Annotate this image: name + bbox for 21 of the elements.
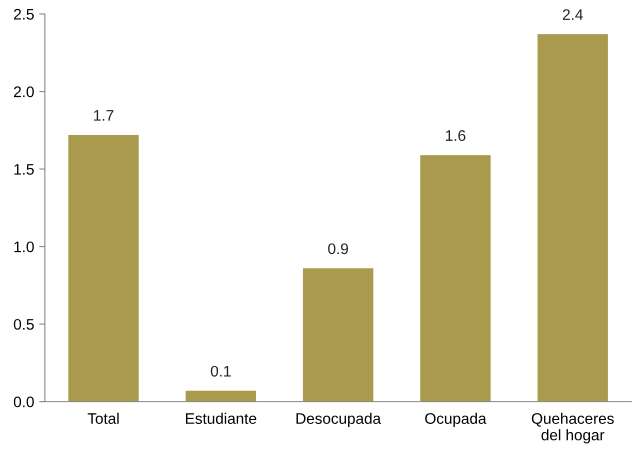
bar: [538, 34, 608, 402]
y-tick-label: 2.0: [14, 86, 34, 98]
x-tick-label: Ocupada: [425, 412, 486, 427]
x-tick-label: Quehaceres del hogar: [532, 412, 614, 444]
x-tick-label: Estudiante: [186, 412, 256, 424]
data-label: 1.6: [446, 130, 466, 141]
y-tick-label: 1.5: [14, 164, 34, 175]
bar: [420, 155, 491, 402]
data-label: 2.4: [562, 9, 583, 20]
x-tick-label: Desocupada: [296, 412, 382, 427]
bar: [186, 390, 256, 402]
data-label: 0.1: [210, 366, 231, 377]
y-tick-label: 0.5: [14, 318, 34, 330]
x-tick-label: Total: [88, 412, 119, 424]
bar: [68, 134, 139, 402]
y-tick-label: 2.5: [14, 8, 34, 20]
y-tick-label: 1.0: [14, 241, 34, 252]
bar: [302, 268, 374, 402]
data-label: 1.7: [94, 110, 114, 121]
y-tick-label: 0.0: [14, 396, 34, 408]
data-label: 0.9: [328, 243, 348, 254]
